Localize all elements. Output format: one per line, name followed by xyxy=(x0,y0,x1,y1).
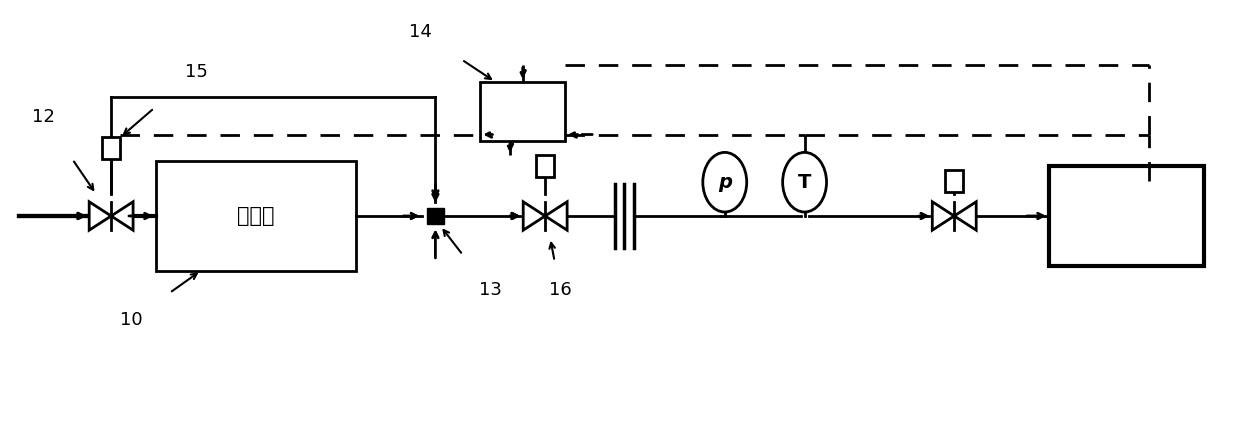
Bar xyxy=(102,138,120,159)
Bar xyxy=(945,170,963,192)
Polygon shape xyxy=(112,202,133,230)
Bar xyxy=(427,207,444,225)
Text: T: T xyxy=(797,173,811,192)
Text: p: p xyxy=(718,173,732,192)
Bar xyxy=(156,161,356,271)
Text: 13: 13 xyxy=(479,282,502,299)
Text: 15: 15 xyxy=(185,63,207,81)
Bar xyxy=(480,82,565,141)
Text: 汽化器: 汽化器 xyxy=(237,206,274,226)
Text: 12: 12 xyxy=(32,108,55,126)
Ellipse shape xyxy=(782,153,827,212)
Ellipse shape xyxy=(703,153,746,212)
Polygon shape xyxy=(523,202,546,230)
Text: 16: 16 xyxy=(549,282,572,299)
Bar xyxy=(536,155,554,177)
Polygon shape xyxy=(89,202,112,230)
Bar xyxy=(1049,166,1204,266)
Polygon shape xyxy=(932,202,955,230)
Text: 10: 10 xyxy=(120,311,143,329)
Text: 14: 14 xyxy=(409,23,432,41)
Polygon shape xyxy=(546,202,567,230)
Polygon shape xyxy=(955,202,976,230)
